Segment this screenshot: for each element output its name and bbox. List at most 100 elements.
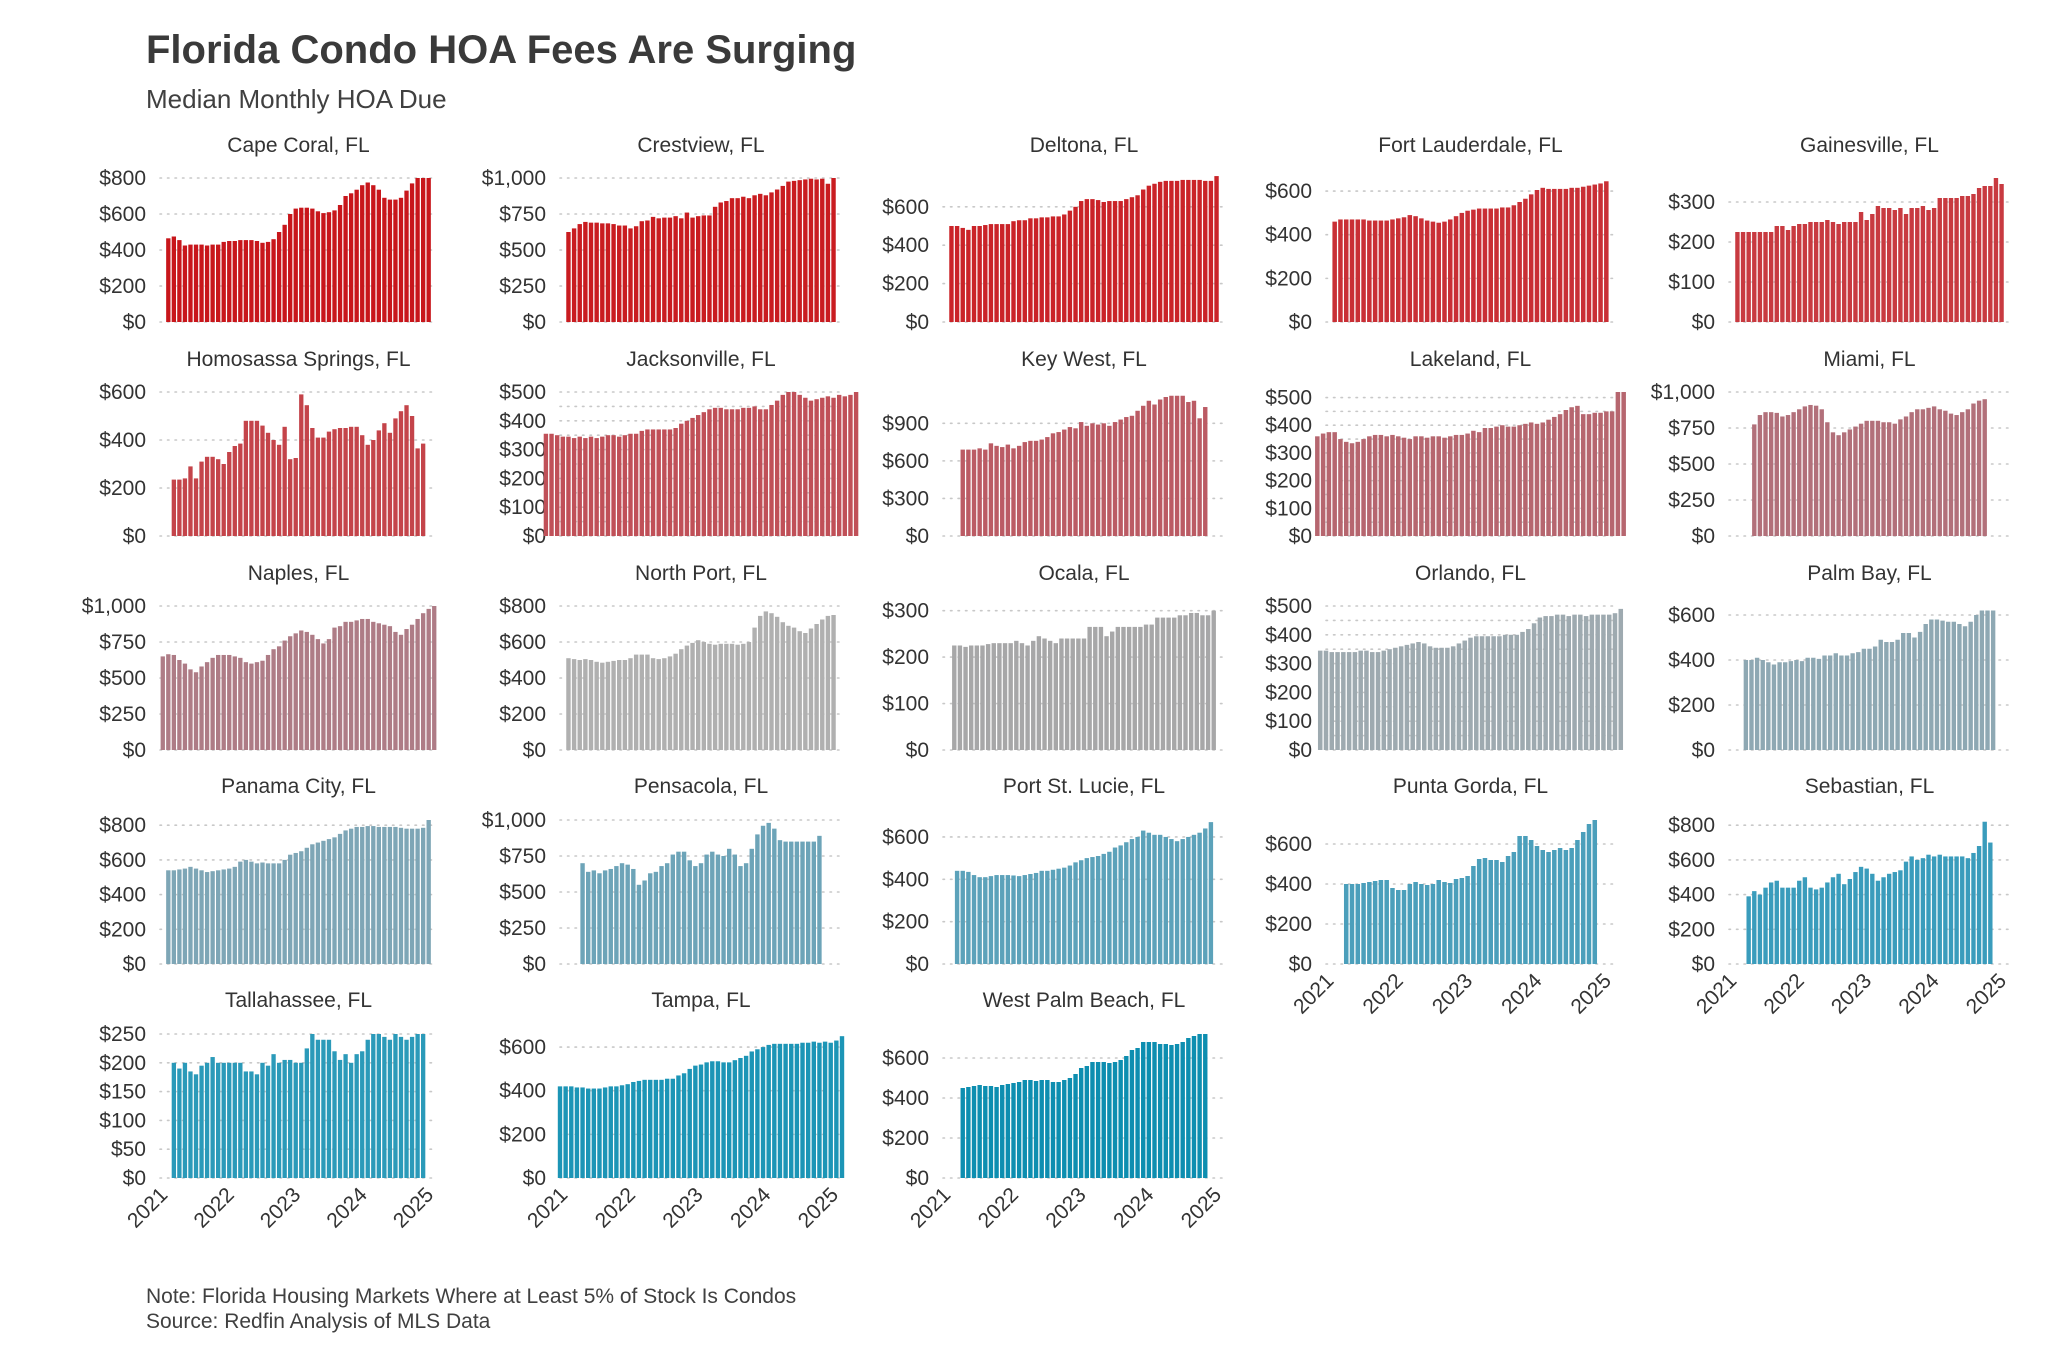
bar [735, 409, 740, 536]
bar [1746, 896, 1751, 964]
bar [769, 192, 774, 322]
bar [1609, 411, 1615, 536]
bar [687, 860, 692, 964]
bar [1424, 437, 1430, 536]
y-tick-label: $300 [1265, 653, 1312, 676]
bar [254, 662, 260, 750]
bar [1005, 224, 1011, 322]
bar [288, 459, 293, 536]
x-tick-label: 2022 [974, 1183, 1023, 1232]
bar [1465, 876, 1470, 964]
bar [1785, 230, 1791, 322]
bar [1926, 407, 1931, 536]
bar [371, 621, 376, 750]
bar [249, 663, 254, 750]
bar [404, 629, 409, 750]
bar [679, 649, 684, 750]
bar [659, 866, 664, 964]
bar [673, 216, 678, 322]
y-tick-label: $500 [499, 381, 546, 404]
bar [398, 634, 404, 750]
bar [1976, 188, 1982, 322]
bar [1341, 652, 1346, 750]
bar [1920, 858, 1926, 964]
y-tick-label: $600 [499, 631, 546, 654]
bar [1016, 220, 1022, 322]
bar [1749, 660, 1754, 750]
bar [960, 870, 965, 964]
bar [1867, 648, 1872, 750]
y-tick-label: $200 [882, 273, 929, 296]
bar [1572, 614, 1577, 750]
y-tick-label: $400 [99, 884, 146, 907]
bar [712, 644, 718, 750]
bar [210, 1057, 215, 1178]
y-tick-label: $200 [1668, 694, 1715, 717]
bar [1915, 409, 1920, 536]
bar [1115, 626, 1121, 750]
bar [721, 1062, 726, 1178]
bar [1886, 422, 1892, 536]
y-tick-label: $0 [523, 953, 546, 976]
bar [1014, 640, 1019, 750]
bar [1364, 650, 1369, 750]
bar [371, 185, 376, 322]
bar [571, 659, 577, 750]
bar [216, 654, 221, 750]
bar [1740, 232, 1746, 322]
bar [1836, 224, 1841, 322]
bar [1802, 406, 1808, 536]
bar [1124, 842, 1129, 964]
bar [1174, 1044, 1180, 1178]
bar [794, 841, 800, 964]
bar [1813, 405, 1819, 536]
panel: Ocala, FL $0 $100 $200 $300 [882, 562, 1226, 762]
bar [1180, 179, 1185, 322]
bar [664, 863, 670, 964]
bar [299, 1062, 304, 1178]
bar [1129, 1050, 1135, 1178]
bar [679, 423, 684, 536]
bar [1378, 434, 1384, 536]
bar [1825, 220, 1830, 322]
bar [1546, 188, 1551, 322]
x-tick-label: 2023 [1827, 969, 1876, 1018]
panel-title: Pensacola, FL [634, 775, 768, 798]
y-tick-label: $300 [882, 487, 929, 510]
x-tick-label: 2025 [389, 1183, 438, 1232]
bar [622, 225, 628, 322]
bar [983, 1086, 988, 1178]
bar [783, 1043, 788, 1178]
bar [232, 1062, 237, 1178]
bar [701, 642, 707, 750]
bar [1491, 636, 1496, 750]
bar [1785, 887, 1791, 964]
bar [994, 224, 999, 322]
bar [1090, 199, 1095, 322]
bar [1194, 612, 1199, 750]
bar [415, 828, 420, 964]
bar [1000, 447, 1005, 536]
bar [1754, 657, 1760, 750]
bar [724, 409, 729, 536]
bar [1401, 890, 1407, 964]
bar [299, 630, 304, 750]
bar [1033, 872, 1039, 964]
bar [1045, 437, 1050, 536]
bar [249, 420, 254, 536]
bar [1338, 439, 1343, 536]
bar [1008, 643, 1013, 750]
bar [1424, 885, 1430, 964]
bar [791, 180, 797, 322]
bar [1875, 420, 1881, 536]
bar [321, 437, 326, 536]
bar [387, 1039, 393, 1178]
panel: North Port, FL $0 $200 $400 $600 $800 [499, 562, 843, 762]
bar [243, 662, 249, 750]
bar [1811, 657, 1816, 750]
bar [1517, 836, 1522, 964]
bar [1780, 416, 1785, 536]
bar [1177, 615, 1183, 750]
bar [1482, 858, 1488, 964]
bar [1163, 836, 1168, 964]
